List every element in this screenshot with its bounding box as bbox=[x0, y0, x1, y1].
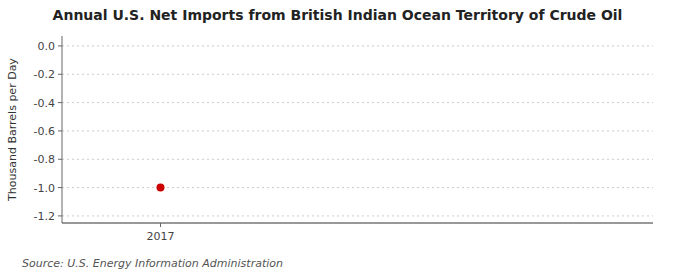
tick-label: -0.8 bbox=[34, 153, 55, 166]
tick-label: -0.2 bbox=[34, 68, 55, 81]
marks bbox=[157, 184, 165, 192]
x-axis: 2017 bbox=[62, 223, 653, 243]
tick-mark bbox=[58, 102, 62, 103]
tick-label: -0.4 bbox=[34, 97, 55, 110]
axis-label: Thousand Barrels per Day bbox=[6, 58, 19, 202]
grid-line bbox=[62, 74, 653, 75]
grid-line bbox=[62, 102, 653, 103]
tick-mark bbox=[58, 45, 62, 46]
axis-line bbox=[62, 36, 63, 223]
chart-container: Annual U.S. Net Imports from British Ind… bbox=[0, 0, 675, 275]
tick-label: -0.6 bbox=[34, 125, 55, 138]
axis-line bbox=[62, 223, 653, 224]
tick-mark bbox=[58, 215, 62, 216]
grid-line bbox=[62, 187, 653, 188]
tick-mark bbox=[160, 223, 161, 227]
chart: Annual U.S. Net Imports from British Ind… bbox=[0, 0, 675, 275]
tick-mark bbox=[58, 74, 62, 75]
point bbox=[157, 184, 165, 192]
title: Annual U.S. Net Imports from British Ind… bbox=[53, 7, 623, 23]
grid-line bbox=[62, 45, 653, 46]
source: Source: U.S. Energy Information Administ… bbox=[22, 257, 283, 270]
tick-label: -1.2 bbox=[34, 210, 55, 223]
tick-mark bbox=[58, 130, 62, 131]
y-axis: 0.0 -0.2 -0.4 -0.6 -0.8 -1.0 -1.2 bbox=[34, 36, 653, 223]
grid-line bbox=[62, 215, 653, 216]
tick-label: 0.0 bbox=[38, 40, 56, 53]
grid-line bbox=[62, 159, 653, 160]
tick-mark bbox=[58, 187, 62, 188]
tick-mark bbox=[58, 159, 62, 160]
tick-label: -1.0 bbox=[34, 182, 55, 195]
grid-line bbox=[62, 130, 653, 131]
tick-label: 2017 bbox=[147, 230, 175, 243]
